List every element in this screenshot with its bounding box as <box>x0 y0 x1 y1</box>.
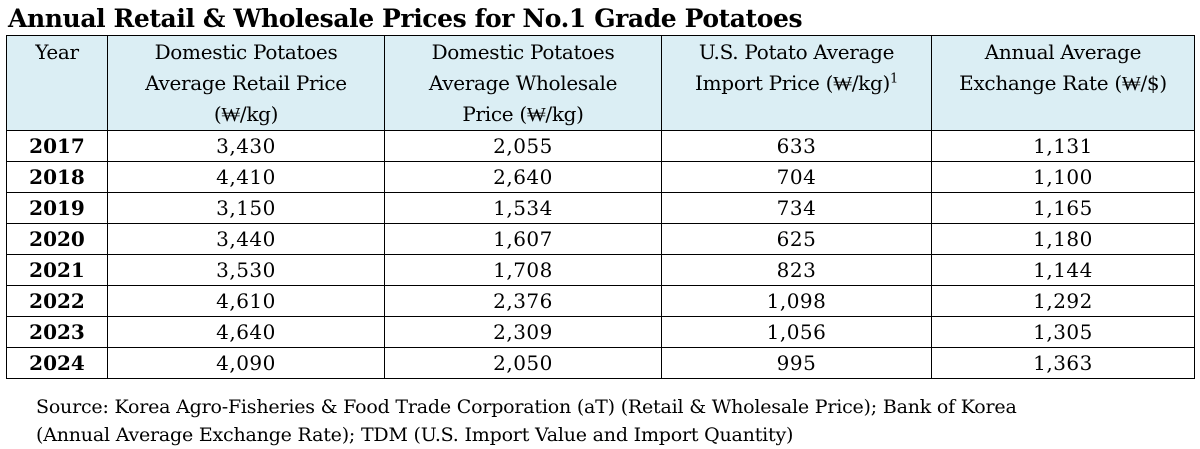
cell-import-price: 704 <box>661 161 932 193</box>
table-row: 2020 3,440 1,607 625 1,180 <box>6 223 1195 255</box>
header-line: Domestic Potatoes <box>431 40 615 64</box>
cell-exchange-rate: 1,131 <box>931 130 1195 162</box>
cell-year: 2021 <box>6 254 108 286</box>
cell-retail-price: 3,150 <box>107 192 385 224</box>
header-line: (₩/kg) <box>213 102 279 126</box>
header-line: Exchange Rate (₩/$) <box>959 71 1167 95</box>
cell-retail-price: 4,640 <box>107 316 385 348</box>
cell-retail-price: 3,440 <box>107 223 385 255</box>
header-import-price: U.S. Potato Average Import Price (₩/kg)1 <box>661 35 932 131</box>
cell-exchange-rate: 1,363 <box>931 347 1195 379</box>
table-row: 2021 3,530 1,708 823 1,144 <box>6 254 1195 286</box>
cell-wholesale-price: 1,534 <box>384 192 662 224</box>
cell-year: 2024 <box>6 347 108 379</box>
cell-wholesale-price: 2,376 <box>384 285 662 317</box>
header-retail-price: Domestic Potatoes Average Retail Price (… <box>107 35 385 131</box>
cell-year: 2018 <box>6 161 108 193</box>
table-body: 2017 3,430 2,055 633 1,131 2018 4,410 2,640 704 1… <box>6 130 1195 379</box>
cell-year: 2020 <box>6 223 108 255</box>
cell-import-price: 633 <box>661 130 932 162</box>
header-line: Average Retail Price <box>145 71 347 95</box>
table-row: 2024 4,090 2,050 995 1,363 <box>6 347 1195 379</box>
header-line: Annual Average <box>984 40 1142 64</box>
header-line: Year <box>35 40 79 64</box>
cell-wholesale-price: 2,050 <box>384 347 662 379</box>
header-year: Year <box>6 35 108 131</box>
cell-retail-price: 4,410 <box>107 161 385 193</box>
source-line: (Annual Average Exchange Rate); TDM (U.S… <box>36 424 794 446</box>
cell-wholesale-price: 2,055 <box>384 130 662 162</box>
table-row: 2019 3,150 1,534 734 1,165 <box>6 192 1195 224</box>
header-line: Domestic Potatoes <box>154 40 338 64</box>
cell-exchange-rate: 1,180 <box>931 223 1195 255</box>
price-table: Year Domestic Potatoes Average Retail Pr… <box>6 35 1195 379</box>
table-row: 2022 4,610 2,376 1,098 1,292 <box>6 285 1195 317</box>
cell-year: 2017 <box>6 130 108 162</box>
cell-retail-price: 3,530 <box>107 254 385 286</box>
cell-year: 2019 <box>6 192 108 224</box>
cell-import-price: 823 <box>661 254 932 286</box>
cell-import-price: 1,098 <box>661 285 932 317</box>
header-line: Price (₩/kg) <box>462 102 584 126</box>
table-title: Annual Retail & Wholesale Prices for No.… <box>8 4 803 33</box>
table-row: 2018 4,410 2,640 704 1,100 <box>6 161 1195 193</box>
header-line-text: Import Price (₩/kg) <box>695 71 890 95</box>
header-line-with-footnote: Import Price (₩/kg)1 <box>663 68 931 99</box>
header-exchange-rate: Annual Average Exchange Rate (₩/$) <box>931 35 1195 131</box>
table-header: Year Domestic Potatoes Average Retail Pr… <box>6 35 1195 131</box>
cell-import-price: 734 <box>661 192 932 224</box>
cell-year: 2023 <box>6 316 108 348</box>
cell-exchange-rate: 1,305 <box>931 316 1195 348</box>
cell-import-price: 1,056 <box>661 316 932 348</box>
source-line: Source: Korea Agro-Fisheries & Food Trad… <box>36 396 1017 418</box>
cell-exchange-rate: 1,165 <box>931 192 1195 224</box>
cell-exchange-rate: 1,292 <box>931 285 1195 317</box>
cell-retail-price: 3,430 <box>107 130 385 162</box>
table-row: 2017 3,430 2,055 633 1,131 <box>6 130 1195 162</box>
cell-wholesale-price: 1,708 <box>384 254 662 286</box>
source-note: Source: Korea Agro-Fisheries & Food Trad… <box>36 393 1186 449</box>
cell-import-price: 995 <box>661 347 932 379</box>
header-wholesale-price: Domestic Potatoes Average Wholesale Pric… <box>384 35 662 131</box>
cell-retail-price: 4,090 <box>107 347 385 379</box>
cell-wholesale-price: 1,607 <box>384 223 662 255</box>
header-line: Average Wholesale <box>428 71 618 95</box>
cell-wholesale-price: 2,640 <box>384 161 662 193</box>
footnote-marker: 1 <box>889 71 898 87</box>
cell-retail-price: 4,610 <box>107 285 385 317</box>
cell-exchange-rate: 1,144 <box>931 254 1195 286</box>
header-row: Year Domestic Potatoes Average Retail Pr… <box>6 35 1195 131</box>
table-row: 2023 4,640 2,309 1,056 1,305 <box>6 316 1195 348</box>
cell-year: 2022 <box>6 285 108 317</box>
cell-wholesale-price: 2,309 <box>384 316 662 348</box>
header-line: U.S. Potato Average <box>698 40 895 64</box>
cell-import-price: 625 <box>661 223 932 255</box>
cell-exchange-rate: 1,100 <box>931 161 1195 193</box>
